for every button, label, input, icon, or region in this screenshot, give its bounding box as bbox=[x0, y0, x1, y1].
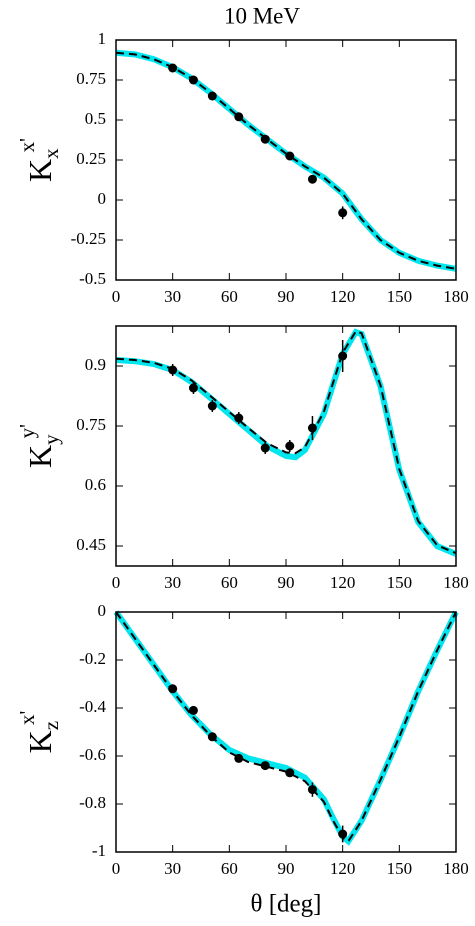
data-point bbox=[307, 785, 317, 795]
x-tick-label: 90 bbox=[278, 573, 295, 592]
band-line bbox=[115, 328, 458, 557]
x-axis-label: θ [deg] bbox=[251, 891, 322, 918]
y-tick-label: -0.6 bbox=[79, 745, 106, 764]
plot-frame bbox=[115, 611, 457, 853]
dashed-line bbox=[115, 51, 457, 270]
data-point bbox=[168, 684, 178, 694]
x-tick-label: 120 bbox=[330, 287, 356, 306]
y-tick-label: 0 bbox=[98, 601, 107, 620]
x-tick-label: 30 bbox=[164, 287, 181, 306]
data-point bbox=[207, 401, 217, 411]
data-point bbox=[234, 753, 244, 763]
data-point bbox=[307, 174, 317, 184]
data-point bbox=[307, 423, 317, 433]
data-point bbox=[188, 75, 198, 85]
data-point bbox=[285, 151, 295, 161]
x-tick-label: 120 bbox=[330, 859, 356, 878]
x-tick-label: 0 bbox=[112, 859, 121, 878]
y-label-sub: z bbox=[39, 721, 63, 730]
y-label-sub: x bbox=[39, 148, 63, 159]
data-point bbox=[207, 91, 217, 101]
dashed-line bbox=[115, 329, 457, 555]
data-point bbox=[285, 441, 295, 451]
chart-title: 10 MeV bbox=[224, 3, 300, 28]
y-axis-label: Kyy' bbox=[15, 424, 63, 468]
y-axis-label: Kzx' bbox=[15, 711, 63, 754]
x-tick-label: 0 bbox=[112, 573, 121, 592]
y-tick-label: 1 bbox=[98, 29, 107, 48]
x-tick-label: 30 bbox=[164, 859, 181, 878]
data-point bbox=[234, 112, 244, 122]
data-point bbox=[188, 705, 198, 715]
data-point bbox=[168, 365, 178, 375]
x-tick-label: 60 bbox=[221, 859, 238, 878]
band-line bbox=[113, 610, 459, 846]
x-tick-label: 120 bbox=[330, 573, 356, 592]
y-tick-label: 0.6 bbox=[85, 475, 106, 494]
y-label-base: K bbox=[22, 730, 58, 753]
y-label-base: K bbox=[22, 159, 58, 182]
data-point bbox=[285, 768, 295, 778]
y-tick-label: -0.2 bbox=[79, 649, 106, 668]
y-label-sup: x' bbox=[15, 138, 39, 152]
x-tick-label: 180 bbox=[443, 573, 469, 592]
x-tick-label: 90 bbox=[278, 287, 295, 306]
band-line bbox=[115, 49, 457, 272]
data-point bbox=[188, 383, 198, 393]
y-label-base: K bbox=[22, 445, 58, 468]
data-point bbox=[207, 732, 217, 742]
data-point bbox=[338, 208, 348, 218]
x-tick-label: 30 bbox=[164, 573, 181, 592]
data-point bbox=[260, 134, 270, 144]
x-tick-label: 60 bbox=[221, 573, 238, 592]
data-point bbox=[338, 829, 348, 839]
y-tick-label: 0.75 bbox=[76, 69, 106, 88]
y-tick-label: 0.5 bbox=[85, 109, 106, 128]
data-point bbox=[260, 761, 270, 771]
y-tick-label: 0.25 bbox=[76, 149, 106, 168]
x-tick-label: 60 bbox=[221, 287, 238, 306]
y-tick-label: 0.75 bbox=[76, 415, 106, 434]
x-tick-label: 180 bbox=[443, 859, 469, 878]
y-label-sup: y' bbox=[15, 424, 39, 438]
data-point bbox=[338, 351, 348, 361]
y-label-sup: x' bbox=[15, 711, 39, 725]
x-tick-label: 150 bbox=[387, 859, 413, 878]
y-tick-label: -0.4 bbox=[79, 697, 106, 716]
x-tick-label: 0 bbox=[112, 287, 121, 306]
y-tick-label: 0.9 bbox=[85, 355, 106, 374]
y-tick-label: 0 bbox=[98, 189, 107, 208]
dashed-line bbox=[115, 611, 457, 843]
data-point bbox=[168, 63, 178, 73]
y-tick-label: -0.5 bbox=[79, 269, 106, 288]
y-tick-label: -0.25 bbox=[71, 229, 106, 248]
y-tick-label: -1 bbox=[92, 841, 106, 860]
data-point bbox=[234, 413, 244, 423]
plot-frame bbox=[115, 39, 457, 281]
x-tick-label: 150 bbox=[387, 287, 413, 306]
y-axis-label: Kxx' bbox=[15, 138, 63, 182]
y-tick-label: -0.8 bbox=[79, 793, 106, 812]
data-point bbox=[260, 443, 270, 453]
x-tick-label: 90 bbox=[278, 859, 295, 878]
y-label-sub: y bbox=[39, 434, 63, 445]
x-tick-label: 180 bbox=[443, 287, 469, 306]
y-tick-label: 0.45 bbox=[76, 535, 106, 554]
x-tick-label: 150 bbox=[387, 573, 413, 592]
